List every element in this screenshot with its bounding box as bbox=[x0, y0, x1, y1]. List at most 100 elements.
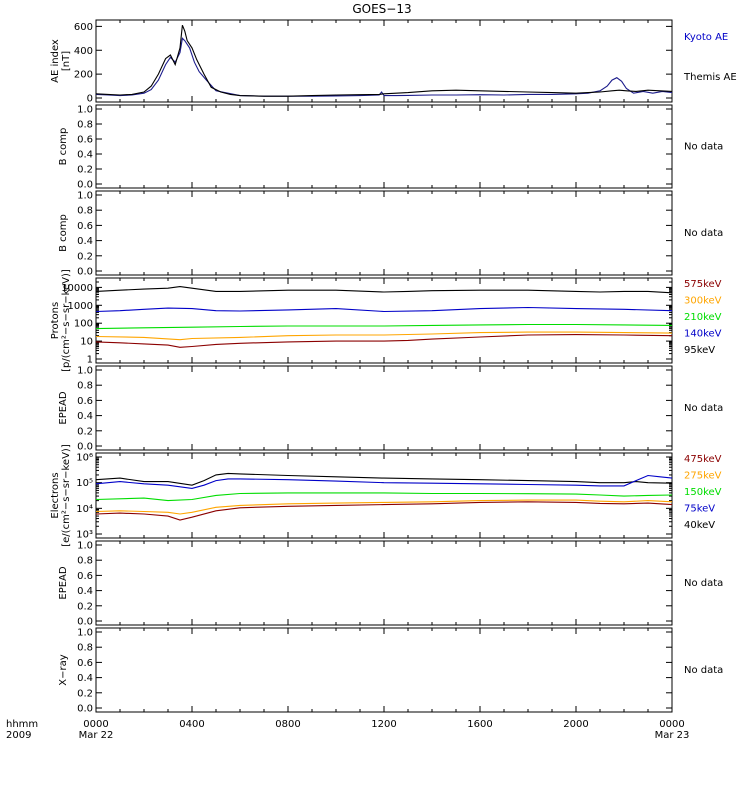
y-tick-label: 0 bbox=[87, 94, 93, 105]
legend-entry: 475keV bbox=[684, 454, 722, 465]
y-tick-label: 1000 bbox=[68, 301, 93, 312]
y-tick-label: 0.0 bbox=[77, 617, 93, 628]
no-data-label: No data bbox=[684, 403, 723, 414]
y-tick-label: 0.4 bbox=[77, 586, 93, 597]
y-tick-label: 0.0 bbox=[77, 180, 93, 191]
y-tick-label: 100 bbox=[74, 319, 93, 330]
y-axis-label: X−ray bbox=[58, 654, 69, 685]
y-tick-label: 0.8 bbox=[77, 381, 93, 392]
series-line-475kev bbox=[95, 501, 673, 521]
legend-entry: Kyoto AE bbox=[684, 32, 728, 43]
time-tick-label: 1200 bbox=[371, 719, 396, 730]
y-tick-label: 0.4 bbox=[77, 411, 93, 422]
panel-frame bbox=[95, 104, 673, 189]
y-tick-label: 0.0 bbox=[77, 442, 93, 453]
series-line-themis-ae bbox=[95, 24, 673, 97]
y-tick-label: 1.0 bbox=[77, 541, 93, 552]
panel-frame bbox=[95, 19, 673, 103]
y-tick-label: 0.4 bbox=[77, 673, 93, 684]
y-tick-label: 1 bbox=[87, 355, 93, 366]
y-tick-label: 0.0 bbox=[77, 704, 93, 715]
time-tick-label: 0800 bbox=[275, 719, 300, 730]
time-tick-label: 0400 bbox=[179, 719, 204, 730]
legend-entry: Themis AE bbox=[683, 72, 737, 83]
y-tick-label: 0.8 bbox=[77, 643, 93, 654]
panel-xray: 0.0 0.2 0.4 0.6 0.8 1.0 X−ray No data bbox=[58, 627, 723, 715]
series-line-75kev bbox=[95, 474, 673, 489]
series-line-150kev bbox=[95, 492, 673, 502]
panel-frame bbox=[95, 452, 673, 539]
series-line-275kev bbox=[95, 499, 673, 515]
y-tick-label: 0.2 bbox=[77, 165, 93, 176]
y-tick-label: 0.4 bbox=[77, 150, 93, 161]
y-axis-label: EPEAD bbox=[58, 391, 69, 425]
y-tick-label: 600 bbox=[74, 22, 93, 33]
panel-electrons: 10³ 10⁴ 10⁵ 10⁶ Electrons [e/(cm²−s−sr−keV)] 4… bbox=[50, 444, 722, 547]
panel-bcomp2: 0.0 0.2 0.4 0.6 0.8 1.0 B comp No data bbox=[58, 190, 723, 278]
panel-frame bbox=[95, 277, 673, 364]
y-tick-label: 0.0 bbox=[77, 267, 93, 278]
y-tick-label: 0.8 bbox=[77, 206, 93, 217]
y-axis-label: [nT] bbox=[61, 51, 72, 71]
time-tick-label: 0000 bbox=[659, 719, 684, 730]
time-tick-label: 1600 bbox=[467, 719, 492, 730]
y-tick-label: 200 bbox=[74, 70, 93, 81]
time-format-label: hhmm bbox=[6, 719, 38, 730]
y-axis-label: EPEAD bbox=[58, 566, 69, 600]
panel-frame bbox=[95, 190, 673, 276]
panel-epead1: 0.0 0.2 0.4 0.6 0.8 1.0 EPEAD No data bbox=[58, 365, 723, 453]
no-data-label: No data bbox=[684, 578, 723, 589]
series-line-300kev bbox=[95, 331, 673, 341]
legend-entry: 150keV bbox=[684, 487, 722, 498]
y-tick-label: 0.6 bbox=[77, 658, 93, 669]
y-tick-label: 0.6 bbox=[77, 221, 93, 232]
date-label-end: Mar 23 bbox=[655, 730, 690, 741]
y-tick-label: 10⁶ bbox=[76, 453, 93, 464]
y-tick-label: 0.8 bbox=[77, 120, 93, 131]
y-axis-label: Electrons bbox=[50, 472, 61, 518]
y-tick-label: 1.0 bbox=[77, 628, 93, 639]
y-tick-label: 0.4 bbox=[77, 236, 93, 247]
y-tick-label: 1.0 bbox=[77, 105, 93, 116]
panel-ae: 0 200 400 600 AE index [nT] Kyoto AE Themis AE bbox=[50, 19, 737, 105]
series-line-140kev bbox=[95, 306, 673, 313]
time-tick-label: 2000 bbox=[563, 719, 588, 730]
y-tick-label: 0.2 bbox=[77, 601, 93, 612]
y-tick-label: 400 bbox=[74, 46, 93, 57]
figure-title: GOES−13 bbox=[352, 2, 411, 16]
legend-entry: 275keV bbox=[684, 471, 722, 482]
legend-entry: 300keV bbox=[684, 296, 722, 307]
y-tick-label: 10 bbox=[80, 337, 93, 348]
y-axis-label: B comp bbox=[58, 214, 69, 252]
panel-epead2: 0.0 0.2 0.4 0.6 0.8 1.0 EPEAD No data bbox=[58, 540, 723, 628]
y-tick-label: 0.8 bbox=[77, 556, 93, 567]
series-line-210kev bbox=[95, 323, 673, 330]
y-tick-label: 1.0 bbox=[77, 191, 93, 202]
y-axis-label: B comp bbox=[58, 128, 69, 166]
no-data-label: No data bbox=[684, 228, 723, 239]
time-axis: hhmm 2009 0000 0400 0800 1200 1600 2000 0000Ma… bbox=[6, 719, 689, 741]
y-tick-label: 0.6 bbox=[77, 396, 93, 407]
y-axis-label: [e/(cm²−s−sr−keV)] bbox=[61, 444, 72, 547]
y-tick-label: 1.0 bbox=[77, 366, 93, 377]
y-axis-label: Protons bbox=[50, 302, 61, 339]
y-tick-label: 0.6 bbox=[77, 135, 93, 146]
y-tick-label: 10000 bbox=[61, 283, 93, 294]
legend-entry: 75keV bbox=[684, 504, 715, 515]
year-label: 2009 bbox=[6, 730, 31, 741]
y-tick-label: 10⁵ bbox=[76, 478, 93, 489]
y-tick-label: 10³ bbox=[76, 530, 93, 541]
series-line-95kev bbox=[95, 286, 673, 294]
series-line-575kev bbox=[95, 334, 673, 348]
legend-entry: 40keV bbox=[684, 520, 715, 531]
panel-frame bbox=[95, 627, 673, 713]
y-tick-label: 0.2 bbox=[77, 251, 93, 262]
panel-frame bbox=[95, 540, 673, 626]
y-tick-label: 0.2 bbox=[77, 426, 93, 437]
y-axis-label: AE index bbox=[50, 39, 61, 83]
panel-frame bbox=[95, 365, 673, 451]
y-tick-label: 10⁴ bbox=[76, 504, 93, 515]
